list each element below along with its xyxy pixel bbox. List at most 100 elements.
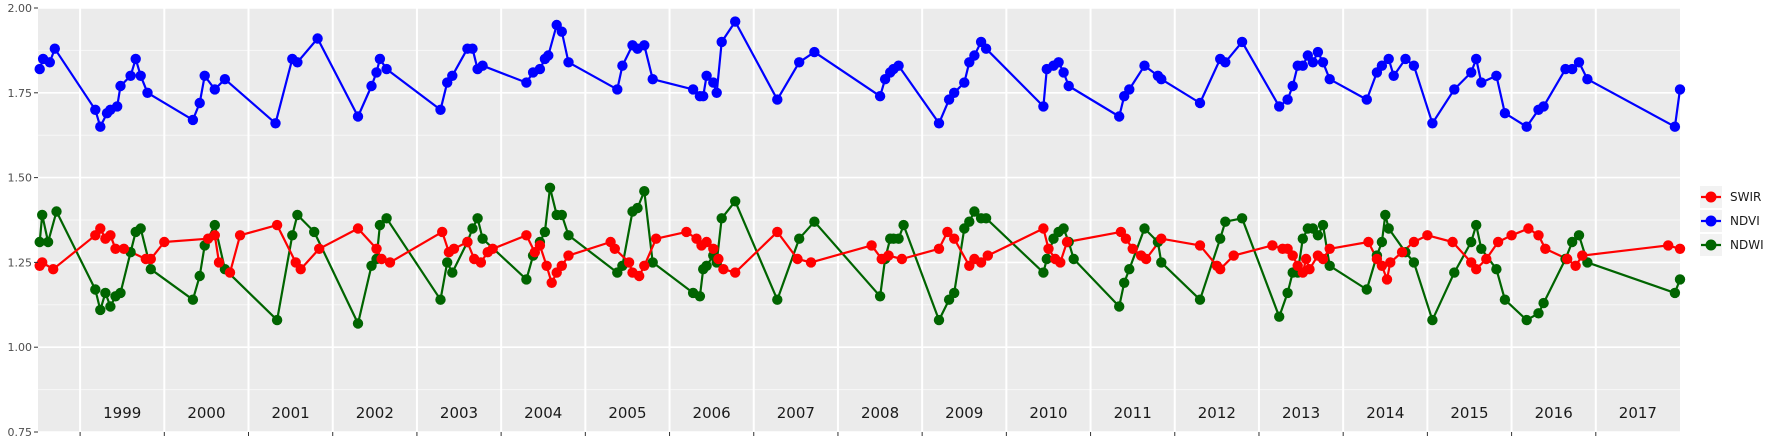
data-point-swir xyxy=(1127,243,1138,254)
data-point-swir xyxy=(933,243,945,254)
data-point-swir xyxy=(1471,264,1482,275)
data-point-ndwi xyxy=(442,257,453,268)
year-label: 2004 xyxy=(524,404,562,422)
data-point-ndwi xyxy=(1220,216,1231,227)
data-point-ndwi xyxy=(1427,314,1438,326)
data-point-ndvi xyxy=(270,118,281,129)
data-point-swir xyxy=(634,270,645,282)
data-point-ndvi xyxy=(716,36,727,48)
data-point-ndvi xyxy=(543,50,554,61)
data-point-ndvi xyxy=(1388,70,1399,82)
year-label: 2002 xyxy=(356,404,394,422)
data-point-ndwi xyxy=(794,233,805,244)
legend-label: SWIR xyxy=(1730,190,1761,204)
data-point-swir xyxy=(105,230,116,241)
data-point-ndvi xyxy=(112,101,123,112)
data-point-swir xyxy=(475,257,487,268)
data-point-ndvi xyxy=(1361,94,1373,105)
data-point-ndwi xyxy=(51,206,62,217)
data-point-ndvi xyxy=(292,57,303,68)
data-point-ndwi xyxy=(1567,236,1578,248)
data-point-ndwi xyxy=(1139,223,1150,234)
data-point-ndvi xyxy=(1491,70,1502,82)
data-point-ndvi xyxy=(933,118,945,129)
data-point-ndwi xyxy=(1041,253,1053,265)
legend-key-ndvi xyxy=(1700,210,1722,232)
data-point-swir xyxy=(1317,253,1329,265)
data-point-ndvi xyxy=(219,74,231,85)
data-point-ndvi xyxy=(352,111,364,122)
data-point-swir xyxy=(546,277,557,288)
y-tick-label: 1.00 xyxy=(8,341,33,354)
year-label: 2010 xyxy=(1029,404,1067,422)
data-point-ndvi xyxy=(1466,67,1477,78)
data-point-ndwi xyxy=(1499,294,1511,305)
data-point-ndwi xyxy=(100,287,111,299)
data-point-swir xyxy=(1300,253,1312,265)
data-point-ndwi xyxy=(447,267,458,278)
data-point-swir xyxy=(713,253,724,265)
data-point-ndwi xyxy=(374,219,386,231)
data-point-swir xyxy=(1540,243,1551,254)
data-point-ndvi xyxy=(381,63,392,75)
data-point-swir xyxy=(609,243,620,254)
data-point-ndvi xyxy=(1114,111,1125,122)
data-point-ndvi xyxy=(435,104,446,116)
data-point-ndvi xyxy=(1567,63,1578,75)
data-point-ndvi xyxy=(959,77,970,88)
data-point-swir xyxy=(975,257,987,268)
series-points xyxy=(34,16,1686,329)
data-point-ndvi xyxy=(1400,53,1411,65)
year-label: 2009 xyxy=(945,404,983,422)
data-point-ndwi xyxy=(563,230,574,241)
data-point-ndvi xyxy=(730,16,741,27)
data-point-ndvi xyxy=(1220,57,1231,68)
y-axis-tick-labels: 0.75 1.00 1.25 1.50 1.75 2.00 xyxy=(8,2,33,439)
data-point-swir xyxy=(623,257,635,268)
data-point-swir xyxy=(1061,236,1073,248)
data-point-ndwi xyxy=(539,226,551,238)
data-point-swir xyxy=(1523,223,1534,234)
legend-key-ndwi xyxy=(1700,234,1722,256)
data-point-ndvi xyxy=(612,84,623,95)
year-label: 2006 xyxy=(693,404,731,422)
data-point-swir xyxy=(1577,250,1588,261)
data-point-swir xyxy=(95,223,106,234)
data-point-ndvi xyxy=(1053,57,1064,68)
data-point-swir xyxy=(556,260,567,271)
data-point-ndwi xyxy=(90,284,101,295)
data-point-ndvi xyxy=(1669,121,1681,132)
year-label: 2014 xyxy=(1366,404,1404,422)
data-point-ndwi xyxy=(1317,219,1329,231)
series-line-ndwi xyxy=(38,186,1682,325)
data-point-ndvi xyxy=(1383,53,1394,65)
data-point-swir xyxy=(118,243,130,254)
data-point-ndvi xyxy=(1324,74,1335,85)
data-point-ndvi xyxy=(617,60,628,71)
data-point-swir xyxy=(37,257,48,268)
data-point-ndvi xyxy=(521,77,532,88)
data-point-ndwi xyxy=(352,318,364,329)
data-point-ndvi xyxy=(1139,60,1150,71)
data-point-ndvi xyxy=(772,94,783,105)
data-point-swir xyxy=(1663,240,1674,251)
data-point-swir xyxy=(1385,257,1396,268)
data-point-ndvi xyxy=(312,33,323,44)
data-point-swir xyxy=(730,267,741,278)
legend: SWIR NDVI NDWI xyxy=(1700,186,1764,256)
data-point-ndvi xyxy=(447,70,458,82)
year-label: 2000 xyxy=(187,404,225,422)
data-point-ndwi xyxy=(1521,314,1532,326)
data-point-ndvi xyxy=(90,104,101,116)
data-point-ndvi xyxy=(1307,57,1319,68)
year-label: 2007 xyxy=(777,404,815,422)
data-point-ndvi xyxy=(1408,60,1420,71)
data-point-swir xyxy=(805,257,817,268)
data-point-ndvi xyxy=(708,77,719,88)
data-point-swir xyxy=(1481,253,1492,265)
data-point-ndwi xyxy=(1408,257,1420,268)
data-point-ndwi xyxy=(187,294,199,305)
legend-key-swir xyxy=(1700,186,1722,208)
data-point-swir xyxy=(1120,233,1132,244)
data-point-swir xyxy=(352,223,364,234)
